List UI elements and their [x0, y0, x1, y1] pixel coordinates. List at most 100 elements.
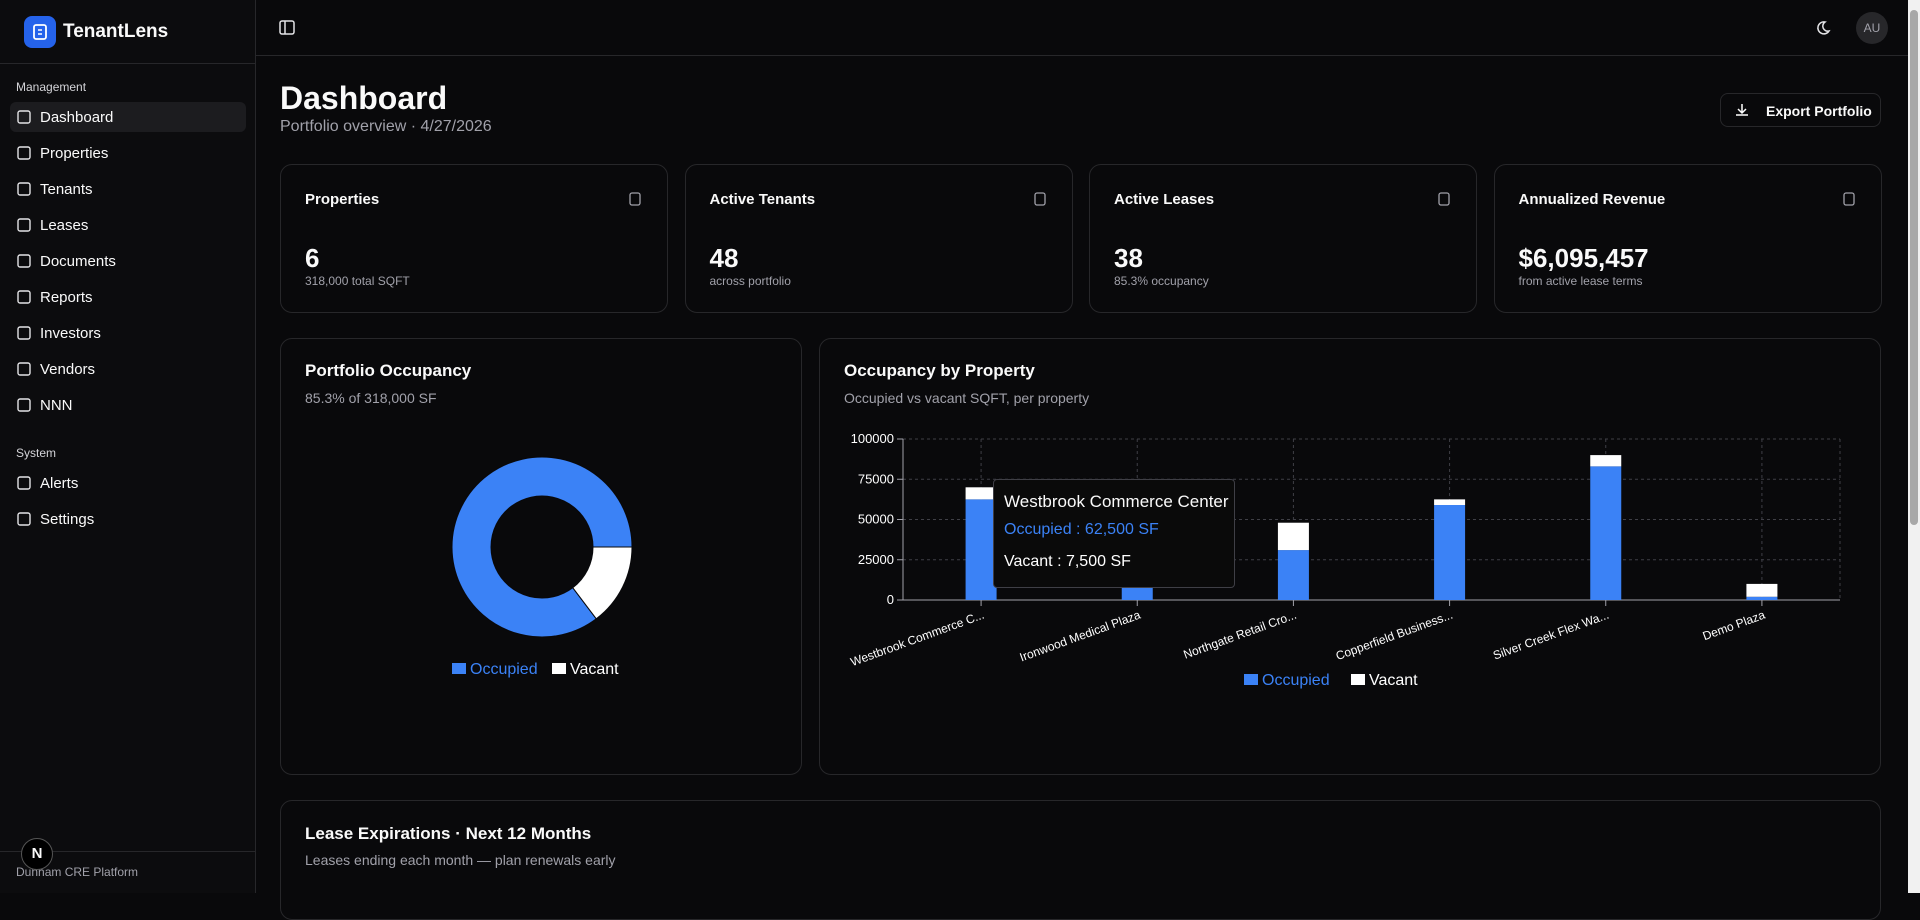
stat-title: Active Tenants	[709, 191, 816, 208]
nav-label[interactable]: Documents	[40, 253, 116, 270]
avatar[interactable]: AU	[1856, 12, 1888, 44]
brand-name: TenantLens	[63, 21, 169, 42]
tooltip: Westbrook Commerce Center Occupied : 62,5…	[993, 479, 1235, 588]
nav-label[interactable]: Leases	[40, 217, 89, 234]
nav-item[interactable]: Documents	[10, 246, 246, 276]
legend-swatch	[552, 663, 566, 674]
stat-value: 6	[305, 243, 320, 273]
nav-item[interactable]: Reports	[10, 282, 246, 312]
pie-slice	[572, 546, 633, 620]
icon-shape	[17, 290, 31, 304]
legend-label: Occupied	[470, 661, 538, 678]
theme-toggle[interactable]	[1813, 19, 1831, 37]
nav-item[interactable]: Settings	[10, 504, 246, 534]
stat-card: Properties 6 318,000 total SQFT	[280, 164, 668, 313]
y-tick-label: 25000	[858, 552, 894, 567]
sidebar-toggle[interactable]	[278, 19, 296, 37]
nav-item[interactable]: Leases	[10, 210, 246, 240]
stat-card: Active Leases 38 85.3% occupancy	[1089, 164, 1477, 313]
divider	[0, 851, 255, 852]
card-subtitle: 85.3% of 318,000 SF	[305, 390, 437, 406]
chart: Occupied Vacant	[451, 456, 633, 678]
y-tick-label: 75000	[858, 471, 894, 486]
bar-segment	[1277, 522, 1309, 551]
legend-label: Vacant	[1369, 672, 1418, 689]
nav-label[interactable]: Properties	[40, 145, 109, 162]
nav-item[interactable]: Dashboard	[10, 102, 246, 132]
nav-item[interactable]: Vendors	[10, 354, 246, 384]
nav-icon	[17, 254, 31, 268]
export-label: Export Portfolio	[1766, 103, 1872, 119]
nav-label[interactable]: Settings	[40, 511, 95, 528]
bar-segment	[965, 487, 997, 500]
page-subtitle: Portfolio overview · 4/27/2026	[280, 118, 492, 135]
badge[interactable]: N	[21, 838, 53, 870]
nav-item[interactable]: Alerts	[10, 468, 246, 498]
stat-card: Active Tenants 48 across portfolio	[684, 164, 1073, 313]
lease-card: Lease Expirations · Next 12 Months Lease…	[280, 800, 1881, 920]
y-tick-label: 100000	[851, 431, 894, 446]
nav-item[interactable]: NNN	[10, 390, 246, 420]
divider	[0, 63, 255, 64]
bar-segment	[1434, 505, 1466, 600]
bar-segment	[1746, 596, 1778, 600]
nav-label[interactable]: Investors	[40, 325, 101, 342]
brand-icon	[33, 24, 47, 40]
nav-label[interactable]: Tenants	[40, 181, 93, 198]
stat-title: Properties	[305, 191, 380, 208]
section-label: Management	[16, 80, 87, 94]
nav-label[interactable]: Dashboard	[40, 109, 114, 126]
icon-shape	[1033, 192, 1046, 206]
x-tick-label: Copperfield Business...	[1334, 608, 1455, 663]
stat-icon	[1438, 192, 1450, 206]
pie-slice	[451, 456, 633, 638]
icon-shape	[17, 512, 31, 526]
bar-segment	[1590, 466, 1622, 600]
brand-logo	[24, 16, 56, 48]
bar-segment	[965, 499, 997, 600]
icon-shape	[17, 362, 31, 376]
stat-title: Active Leases	[1114, 191, 1215, 208]
stat-value: 48	[709, 243, 739, 273]
nav-icon	[17, 146, 31, 160]
nav-item[interactable]: Tenants	[10, 174, 246, 204]
x-tick-label: Westbrook Commerce C...	[849, 608, 986, 669]
export-button[interactable]: Export Portfolio	[1720, 93, 1881, 127]
stat-note: 85.3% occupancy	[1114, 274, 1209, 288]
bar-segment	[1746, 583, 1778, 597]
tooltip-line: Vacant : 7,500 SF	[1004, 553, 1131, 570]
nav-icon	[17, 326, 31, 340]
icon-shape	[17, 146, 31, 160]
stat-icon	[1842, 192, 1855, 206]
nav-label[interactable]: Reports	[40, 289, 93, 306]
scroll-thumb[interactable]	[1910, 10, 1918, 525]
icon-shape	[17, 326, 31, 340]
card-title: Occupancy by Property	[844, 361, 1035, 380]
icon-shape	[1842, 192, 1855, 206]
x-tick-label: Northgate Retail Cro...	[1181, 608, 1298, 662]
icon-shape	[17, 254, 31, 268]
tooltip-title: Westbrook Commerce Center	[1004, 492, 1229, 511]
nav-label[interactable]: Vendors	[40, 361, 96, 378]
icon-shape	[17, 398, 31, 412]
nav-label[interactable]: Alerts	[40, 475, 79, 492]
section-label: System	[16, 446, 57, 460]
nav-item[interactable]: Properties	[10, 138, 246, 168]
x-tick-label: Demo Plaza	[1701, 608, 1768, 644]
icon-shape	[17, 218, 31, 232]
legend-swatch	[1244, 674, 1258, 685]
nav-item[interactable]: Investors	[10, 318, 246, 348]
chart: 0 25000 50000 75000 100000 Westbrook Commerce…	[849, 431, 1841, 689]
stat-note: 318,000 total SQFT	[305, 274, 410, 288]
sidebar: TenantLens Management Dashboard Properties…	[0, 0, 256, 893]
chart-card: Occupancy by Property Occupied vs vacant …	[819, 338, 1881, 775]
nav-icon	[17, 398, 31, 412]
icon-shape	[17, 476, 31, 490]
scrollbar	[1908, 0, 1920, 893]
footer-text: Dunham CRE Platform	[16, 865, 139, 879]
chart-card: Portfolio Occupancy 85.3% of 318,000 SF Oc…	[280, 338, 802, 775]
nav-label[interactable]: NNN	[40, 397, 73, 414]
stat-card: Annualized Revenue $6,095,457 from active …	[1493, 164, 1882, 313]
